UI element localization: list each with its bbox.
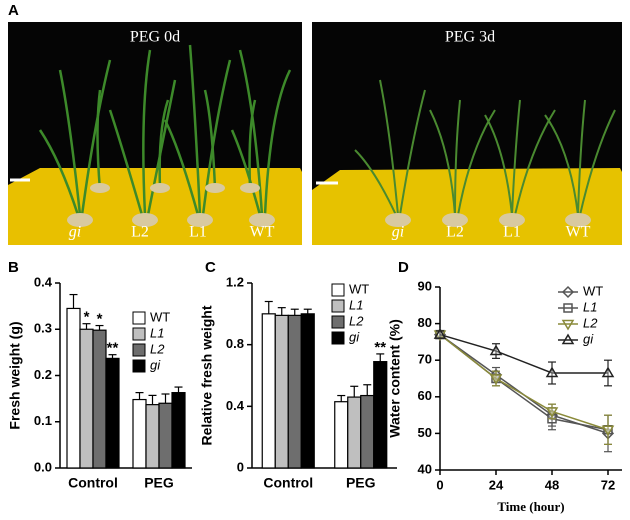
photo-label: L2 [446,224,464,241]
photo-label: WT [566,224,591,241]
y-tick-label: 0.0 [34,459,52,474]
photo-label: L1 [189,224,207,241]
marker [545,407,559,418]
y-axis-title: Water content (%) [387,319,403,437]
y-tick-label: 70 [418,352,432,367]
bar [92,329,107,469]
legend-label: gi [349,329,360,344]
legend-swatch [331,331,345,345]
legend-label: WT [583,283,603,298]
panel-label: C [205,259,216,276]
legend-label: gi [150,357,161,372]
y-tick-label: 0 [237,459,244,474]
legend-swatch [132,343,146,357]
photo-label: gi [392,224,404,241]
marker [601,366,615,378]
x-axis-title: Time (hour) [497,499,564,514]
significance: * [84,309,90,326]
x-tick-label: 24 [489,477,504,492]
y-tick-label: 0.1 [34,413,52,428]
y-tick-label: 80 [418,315,432,330]
x-tick-label: 72 [601,477,615,492]
legend-swatch [132,311,146,325]
y-tick-label: 1.2 [226,274,244,289]
marker [545,366,559,378]
y-tick-label: 0.4 [226,398,245,413]
photo-label: gi [69,224,81,241]
significance: ** [107,340,119,357]
panel-label: D [398,259,409,276]
marker [489,374,503,385]
marker [563,303,573,313]
bar [360,394,375,469]
bar [79,328,94,469]
legend-label: L2 [150,341,165,356]
legend-label: L1 [349,297,363,312]
photo-label: L1 [503,224,521,241]
legend-swatch [331,283,345,297]
legend-label: L1 [583,299,597,314]
line [439,333,609,435]
x-tick-label: 48 [545,477,559,492]
legend-swatch [331,299,345,313]
legend-label: L2 [583,315,598,330]
bar [145,404,160,469]
bar [334,401,349,469]
marker [561,333,575,345]
legend-label: gi [583,331,594,346]
legend-swatch [331,315,345,329]
bar [158,402,173,469]
marker [433,328,447,339]
significance: ** [374,339,386,356]
marker [561,285,575,299]
y-tick-label: 60 [418,388,432,403]
y-tick-label: 0.8 [226,336,244,351]
marker [561,319,575,331]
photo-title: PEG 3d [445,29,495,46]
y-axis-title: Relative fresh weight [199,305,215,445]
photo [312,22,622,245]
bar [300,313,315,469]
y-tick-label: 90 [418,278,432,293]
line [439,333,609,431]
x-tick-label: Control [68,475,118,491]
bar [261,313,276,469]
legend-label: L2 [349,313,364,328]
bar [287,314,302,469]
y-tick-label: 50 [418,425,432,440]
photo-title: PEG 0d [130,29,180,46]
y-tick-label: 0.4 [34,274,53,289]
line [439,333,608,374]
photo-label: L2 [131,224,149,241]
marker [489,344,503,356]
x-tick-label: PEG [144,475,174,491]
significance: * [97,311,103,328]
legend-label: WT [349,281,369,296]
line [439,333,609,431]
bar [105,357,120,469]
y-tick-label: 0.3 [34,321,52,336]
legend-label: WT [150,309,170,324]
bar [171,392,186,469]
bar [132,398,147,469]
bar [347,396,362,469]
panel-label: A [8,2,19,19]
marker [601,425,615,437]
legend-label: L1 [150,325,164,340]
bar [66,307,81,469]
legend-swatch [132,327,146,341]
bar [373,361,388,469]
legend-swatch [132,359,146,373]
y-tick-label: 40 [418,461,432,476]
panel-label: B [8,259,19,276]
x-tick-label: 0 [436,477,443,492]
x-tick-label: Control [263,475,313,491]
y-axis-title: Fresh weight (g) [7,321,23,429]
y-tick-label: 0.2 [34,367,52,382]
x-tick-label: PEG [346,475,376,491]
bar [274,314,289,469]
photo [8,22,302,245]
photo-label: WT [250,224,275,241]
